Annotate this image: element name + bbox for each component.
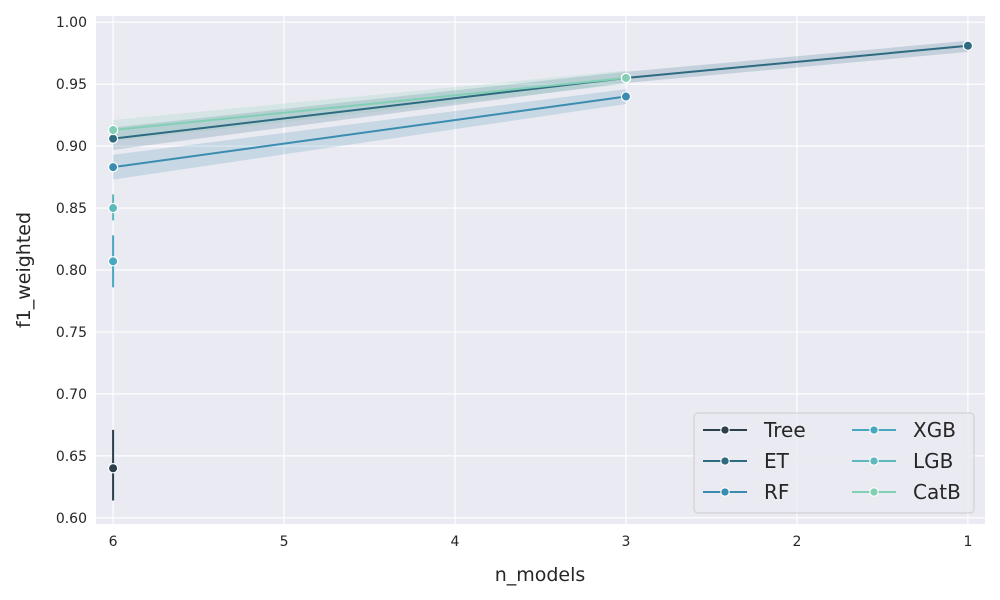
legend-label: CatB xyxy=(913,480,961,504)
data-point-rf xyxy=(620,91,632,102)
legend-swatch-marker xyxy=(720,425,730,435)
x-tick-label: 5 xyxy=(280,534,289,550)
y-tick-label: 0.65 xyxy=(56,449,87,465)
legend-swatch-marker xyxy=(720,456,730,466)
legend-swatch-marker xyxy=(869,487,879,497)
x-axis-label: n_models xyxy=(495,564,586,586)
x-tick-label: 3 xyxy=(622,534,631,550)
data-point-lgb xyxy=(107,202,119,214)
y-tick-label: 0.60 xyxy=(56,511,87,527)
legend-item-lgb: LGB xyxy=(852,449,953,473)
legend-item-et: ET xyxy=(703,449,790,473)
legend-item-tree: Tree xyxy=(703,418,806,442)
legend-label: ET xyxy=(764,449,790,473)
legend-swatch-marker xyxy=(720,487,730,497)
y-tick-label: 1.00 xyxy=(56,15,87,31)
x-tick-label: 6 xyxy=(109,534,118,550)
series-line-catb xyxy=(112,76,627,131)
data-point-catb xyxy=(620,72,632,84)
data-point-et xyxy=(107,133,119,144)
legend-label: RF xyxy=(764,480,789,504)
legend-item-xgb: XGB xyxy=(852,418,956,442)
legend-swatch-marker xyxy=(869,456,879,466)
data-point-et xyxy=(962,40,974,51)
data-point-catb xyxy=(107,124,119,136)
legend-box xyxy=(693,412,975,514)
y-tick-label: 0.95 xyxy=(56,77,87,93)
x-tick-label: 2 xyxy=(792,534,801,550)
y-tick-label: 0.80 xyxy=(56,263,87,279)
data-point-tree xyxy=(107,463,119,474)
x-tick-label: 4 xyxy=(451,534,460,550)
y-tick-label: 0.70 xyxy=(56,387,87,403)
data-point-xgb xyxy=(107,256,119,267)
y-tick-label: 0.85 xyxy=(56,201,87,217)
y-tick-label: 0.75 xyxy=(56,325,87,341)
y-axis-ticks: 0.60 0.65 0.70 0.75 0.80 0.85 0.90 0.95 1.00 xyxy=(56,15,87,527)
confidence-band-rf xyxy=(113,89,626,180)
legend-label: Tree xyxy=(763,418,806,442)
legend-item-catb: CatB xyxy=(852,480,961,504)
legend: Tree ET RF XGB LGB CatB xyxy=(693,412,975,514)
legend-label: LGB xyxy=(913,449,953,473)
legend-label: XGB xyxy=(913,418,956,442)
grid xyxy=(96,16,985,524)
confidence-band-et xyxy=(113,40,968,150)
legend-item-rf: RF xyxy=(703,480,789,504)
legend-swatch-marker xyxy=(869,425,879,435)
x-tick-label: 1 xyxy=(963,534,972,550)
series-line-rf xyxy=(112,95,627,169)
data-point-rf xyxy=(107,161,119,173)
x-axis-ticks: 6 5 4 3 2 1 xyxy=(109,534,973,550)
series-markers xyxy=(107,40,974,474)
y-axis-label: f1_weighted xyxy=(13,212,35,328)
y-tick-label: 0.90 xyxy=(56,139,87,155)
